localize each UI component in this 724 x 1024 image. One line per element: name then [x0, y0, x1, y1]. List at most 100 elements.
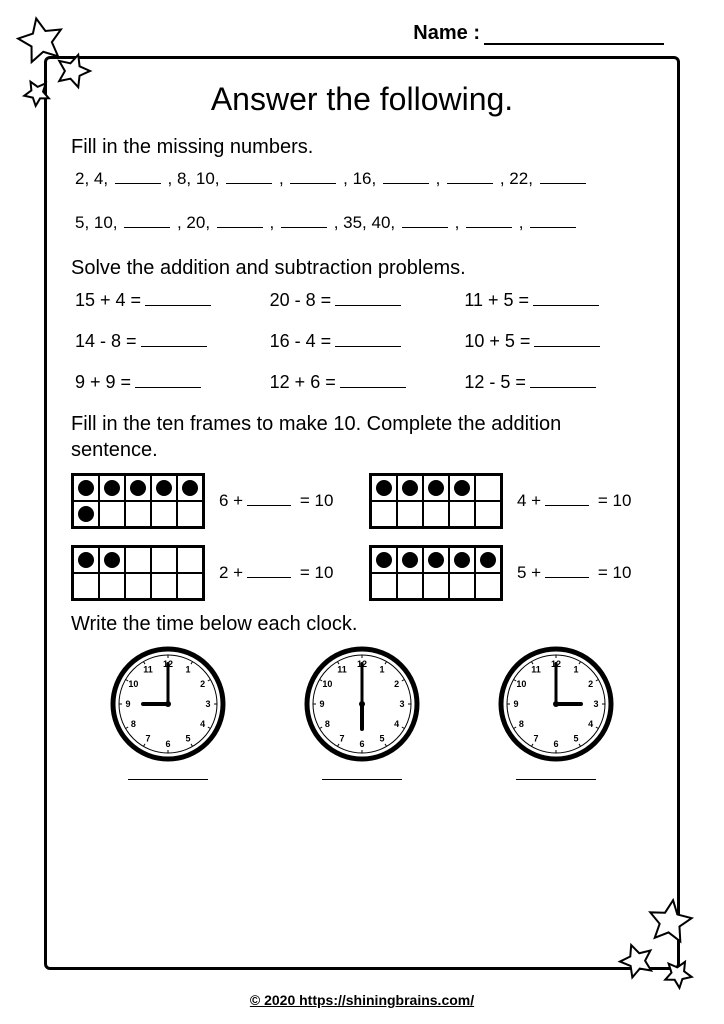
- dot-icon: [130, 480, 146, 496]
- ten-frame-cell[interactable]: [99, 573, 125, 599]
- ten-frame[interactable]: [71, 545, 205, 601]
- ten-frame-cell[interactable]: [475, 573, 501, 599]
- ten-frame-cell[interactable]: [449, 501, 475, 527]
- dot-icon: [78, 552, 94, 568]
- ten-frame-cell[interactable]: [73, 573, 99, 599]
- fill-blank[interactable]: [281, 227, 327, 228]
- dot-icon: [428, 480, 444, 496]
- answer-blank[interactable]: [141, 346, 207, 347]
- fill-blank[interactable]: [447, 183, 493, 184]
- ten-frame-cell[interactable]: [151, 501, 177, 527]
- time-blank[interactable]: [128, 779, 208, 780]
- clock-item: 123456789101112: [110, 646, 226, 785]
- ten-frame-cell[interactable]: [151, 475, 177, 501]
- time-blank[interactable]: [322, 779, 402, 780]
- svg-text:8: 8: [519, 719, 524, 729]
- ten-frame-cell[interactable]: [99, 475, 125, 501]
- ten-frame-cell[interactable]: [371, 501, 397, 527]
- name-blank[interactable]: [484, 43, 664, 45]
- ten-frame-cell[interactable]: [475, 501, 501, 527]
- ten-frame-cell[interactable]: [99, 501, 125, 527]
- svg-text:3: 3: [399, 699, 404, 709]
- ten-frame-cell[interactable]: [397, 475, 423, 501]
- fill-blank[interactable]: [530, 227, 576, 228]
- ten-frame-cell[interactable]: [177, 501, 203, 527]
- arithmetic-problem: 9 + 9 =: [75, 372, 260, 393]
- fill-blank[interactable]: [540, 183, 586, 184]
- ten-frame-cell[interactable]: [423, 547, 449, 573]
- answer-blank[interactable]: [340, 387, 406, 388]
- ten-frame-cell[interactable]: [397, 547, 423, 573]
- ten-frame-cell[interactable]: [423, 475, 449, 501]
- ten-frame-cell[interactable]: [99, 547, 125, 573]
- tenframe-equation: 6 + = 10: [219, 491, 355, 511]
- ten-frame-cell[interactable]: [449, 573, 475, 599]
- answer-blank[interactable]: [335, 305, 401, 306]
- eq-blank[interactable]: [545, 577, 589, 578]
- ten-frame-cell[interactable]: [449, 547, 475, 573]
- ten-frame-cell[interactable]: [177, 475, 203, 501]
- dot-icon: [156, 480, 172, 496]
- ten-frame-cell[interactable]: [73, 501, 99, 527]
- ten-frame-cell[interactable]: [125, 475, 151, 501]
- ten-frame[interactable]: [369, 473, 503, 529]
- ten-frame-cell[interactable]: [449, 475, 475, 501]
- ten-frame[interactable]: [369, 545, 503, 601]
- svg-text:6: 6: [553, 739, 558, 749]
- svg-text:9: 9: [319, 699, 324, 709]
- svg-text:4: 4: [588, 719, 593, 729]
- answer-blank[interactable]: [145, 305, 211, 306]
- ten-frame-cell[interactable]: [73, 475, 99, 501]
- ten-frame-cell[interactable]: [151, 547, 177, 573]
- ten-frame-cell[interactable]: [151, 573, 177, 599]
- fill-blank[interactable]: [383, 183, 429, 184]
- dot-icon: [376, 552, 392, 568]
- eq-blank[interactable]: [247, 577, 291, 578]
- ten-frame-cell[interactable]: [423, 501, 449, 527]
- svg-text:7: 7: [533, 734, 538, 744]
- eq-left: 6 +: [219, 491, 243, 510]
- ten-frame-cell[interactable]: [475, 547, 501, 573]
- fill-blank[interactable]: [124, 227, 170, 228]
- problem-text: 16 - 4 =: [270, 331, 332, 351]
- svg-text:10: 10: [516, 679, 526, 689]
- eq-blank[interactable]: [247, 505, 291, 506]
- arithmetic-problem: 10 + 5 =: [464, 331, 649, 352]
- ten-frame[interactable]: [71, 473, 205, 529]
- answer-blank[interactable]: [335, 346, 401, 347]
- ten-frame-cell[interactable]: [125, 573, 151, 599]
- answer-blank[interactable]: [533, 305, 599, 306]
- ten-frame-cell[interactable]: [371, 475, 397, 501]
- fill-blank[interactable]: [115, 183, 161, 184]
- fill-blank[interactable]: [466, 227, 512, 228]
- answer-blank[interactable]: [530, 387, 596, 388]
- eq-left: 2 +: [219, 563, 243, 582]
- answer-blank[interactable]: [135, 387, 201, 388]
- eq-right: = 10: [295, 491, 333, 510]
- ten-frame-cell[interactable]: [371, 547, 397, 573]
- ten-frame-cell[interactable]: [397, 501, 423, 527]
- arithmetic-problem: 15 + 4 =: [75, 290, 260, 311]
- arithmetic-problem: 11 + 5 =: [464, 290, 649, 311]
- svg-text:2: 2: [588, 679, 593, 689]
- ten-frame-cell[interactable]: [475, 475, 501, 501]
- time-blank[interactable]: [516, 779, 596, 780]
- ten-frame-cell[interactable]: [397, 573, 423, 599]
- fill-blank[interactable]: [226, 183, 272, 184]
- ten-frame-cell[interactable]: [423, 573, 449, 599]
- eq-blank[interactable]: [545, 505, 589, 506]
- svg-text:6: 6: [165, 739, 170, 749]
- ten-frame-cell[interactable]: [73, 547, 99, 573]
- section1-head: Fill in the missing numbers.: [71, 136, 653, 159]
- ten-frame-cell[interactable]: [177, 547, 203, 573]
- fill-blank[interactable]: [290, 183, 336, 184]
- problems-grid: 15 + 4 =20 - 8 =11 + 5 =14 - 8 =16 - 4 =…: [75, 290, 649, 393]
- ten-frame-cell[interactable]: [177, 573, 203, 599]
- answer-blank[interactable]: [534, 346, 600, 347]
- svg-text:7: 7: [339, 734, 344, 744]
- fill-blank[interactable]: [217, 227, 263, 228]
- ten-frame-cell[interactable]: [125, 501, 151, 527]
- ten-frame-cell[interactable]: [371, 573, 397, 599]
- fill-blank[interactable]: [402, 227, 448, 228]
- ten-frame-cell[interactable]: [125, 547, 151, 573]
